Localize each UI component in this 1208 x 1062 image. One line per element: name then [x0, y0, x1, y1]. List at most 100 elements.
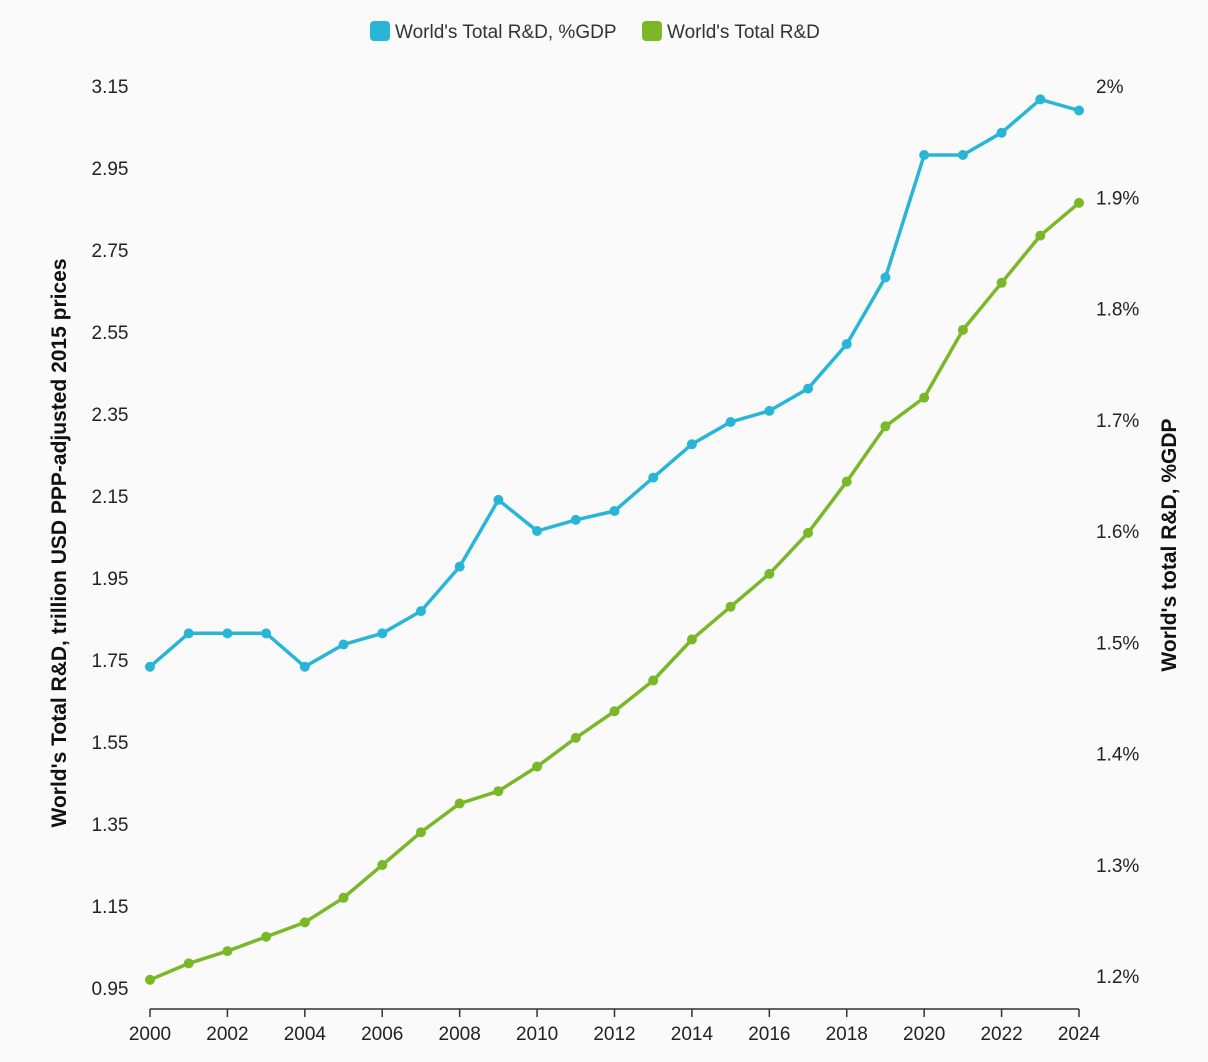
data-point[interactable]	[377, 628, 388, 639]
x-tick-label: 2018	[826, 1024, 868, 1045]
legend-swatch	[370, 21, 390, 41]
data-point[interactable]	[222, 946, 233, 957]
data-point[interactable]	[299, 917, 310, 928]
data-point[interactable]	[145, 974, 155, 985]
x-tick-label: 2000	[129, 1024, 171, 1045]
data-point[interactable]	[454, 798, 465, 809]
right-tick-label: 1.2%	[1096, 967, 1139, 988]
left-tick-label: 2.35	[92, 405, 129, 426]
legend-item[interactable]: World's Total R&D	[642, 21, 820, 43]
data-point[interactable]	[1035, 230, 1046, 241]
data-point[interactable]	[493, 786, 504, 797]
x-tick-label: 2012	[593, 1024, 635, 1045]
left-tick-label: 2.95	[92, 159, 129, 180]
data-point[interactable]	[880, 272, 891, 283]
data-point[interactable]	[919, 392, 930, 403]
left-tick-label: 2.15	[92, 487, 129, 508]
data-point[interactable]	[609, 706, 620, 717]
data-point[interactable]	[764, 568, 775, 579]
data-point[interactable]	[609, 505, 620, 516]
left-tick-label: 1.15	[92, 897, 129, 918]
data-point[interactable]	[222, 628, 233, 639]
data-point[interactable]	[725, 416, 736, 427]
x-tick-label: 2004	[284, 1024, 327, 1045]
data-point[interactable]	[841, 476, 852, 487]
left-tick-label: 1.55	[92, 733, 129, 754]
data-point[interactable]	[803, 383, 814, 394]
data-point[interactable]	[183, 958, 194, 969]
data-point[interactable]	[570, 732, 581, 743]
right-tick-label: 1.3%	[1096, 856, 1139, 877]
legend: World's Total R&D, %GDP World's Total R&D	[370, 21, 820, 43]
data-point[interactable]	[919, 149, 930, 160]
left-tick-label: 2.55	[92, 323, 129, 344]
x-tick-label: 2022	[980, 1024, 1022, 1045]
data-point[interactable]	[957, 149, 968, 160]
left-tick-label: 0.95	[92, 979, 129, 1000]
data-point[interactable]	[841, 339, 852, 350]
data-point[interactable]	[415, 827, 426, 838]
data-point[interactable]	[686, 439, 697, 450]
data-point[interactable]	[261, 931, 272, 942]
data-point[interactable]	[338, 639, 349, 650]
left-tick-label: 1.95	[92, 569, 129, 590]
right-tick-label: 1.4%	[1096, 745, 1139, 766]
right-y-axis: 2% 1.9% 1.8% 1.7% 1.6% 1.5% 1.4% 1.3% 1.2%	[1096, 77, 1139, 988]
right-axis-title: World's total R&D, %GDP	[1158, 418, 1181, 671]
data-point[interactable]	[454, 561, 465, 572]
left-tick-label: 3.15	[92, 77, 129, 98]
data-point[interactable]	[764, 405, 775, 416]
data-point[interactable]	[648, 675, 659, 686]
data-point[interactable]	[145, 661, 155, 672]
data-point[interactable]	[532, 526, 543, 536]
x-tick-label: 2014	[671, 1024, 714, 1045]
data-point[interactable]	[493, 494, 504, 505]
left-tick-label: 1.75	[92, 651, 129, 672]
x-tick-label: 2024	[1058, 1024, 1101, 1045]
x-tick-label: 2008	[439, 1024, 481, 1045]
data-point[interactable]	[338, 892, 349, 903]
data-point[interactable]	[415, 606, 426, 617]
data-point[interactable]	[686, 634, 697, 645]
right-tick-label: 1.5%	[1096, 633, 1139, 654]
right-tick-label: 1.9%	[1096, 188, 1139, 209]
data-point[interactable]	[648, 472, 659, 483]
left-tick-label: 2.75	[92, 241, 129, 262]
data-point[interactable]	[1074, 197, 1084, 208]
data-point[interactable]	[725, 601, 736, 612]
data-point[interactable]	[570, 514, 581, 525]
x-tick-label: 2020	[903, 1024, 945, 1045]
legend-label: World's Total R&D, %GDP	[395, 22, 617, 43]
data-point[interactable]	[261, 628, 272, 639]
data-point[interactable]	[532, 761, 543, 772]
data-point[interactable]	[1035, 94, 1046, 105]
right-tick-label: 1.8%	[1096, 300, 1139, 321]
left-y-axis: 3.15 2.95 2.75 2.55 2.35 2.15 1.95 1.75 1.55 1.35…	[92, 77, 129, 1000]
series-line-percent-gdp	[148, 97, 1081, 669]
x-axis: 2000 2002 2004 2006 2008 2010 2012 2014 2016 2018…	[129, 1008, 1101, 1045]
legend-label: World's Total R&D	[667, 22, 820, 43]
x-tick-label: 2006	[361, 1024, 403, 1045]
data-point[interactable]	[1074, 105, 1084, 116]
series-layer	[145, 94, 1084, 985]
data-point[interactable]	[957, 324, 968, 335]
left-axis-title: World's Total R&D, trillion USD PPP-adju…	[48, 259, 71, 828]
data-point[interactable]	[996, 127, 1007, 138]
data-point[interactable]	[183, 628, 194, 639]
left-tick-label: 1.35	[92, 815, 129, 836]
right-tick-label: 1.6%	[1096, 522, 1139, 543]
data-point[interactable]	[803, 527, 814, 538]
series-line-total-rd	[148, 201, 1081, 982]
x-tick-label: 2002	[206, 1024, 248, 1045]
data-point[interactable]	[377, 860, 388, 870]
data-point[interactable]	[299, 661, 310, 672]
x-tick-label: 2016	[748, 1024, 790, 1045]
x-tick-label: 2010	[516, 1024, 558, 1045]
data-point[interactable]	[996, 277, 1007, 288]
data-point[interactable]	[880, 421, 891, 432]
legend-item[interactable]: World's Total R&D, %GDP	[370, 21, 617, 43]
legend-swatch	[642, 21, 662, 41]
right-tick-label: 2%	[1096, 77, 1124, 98]
